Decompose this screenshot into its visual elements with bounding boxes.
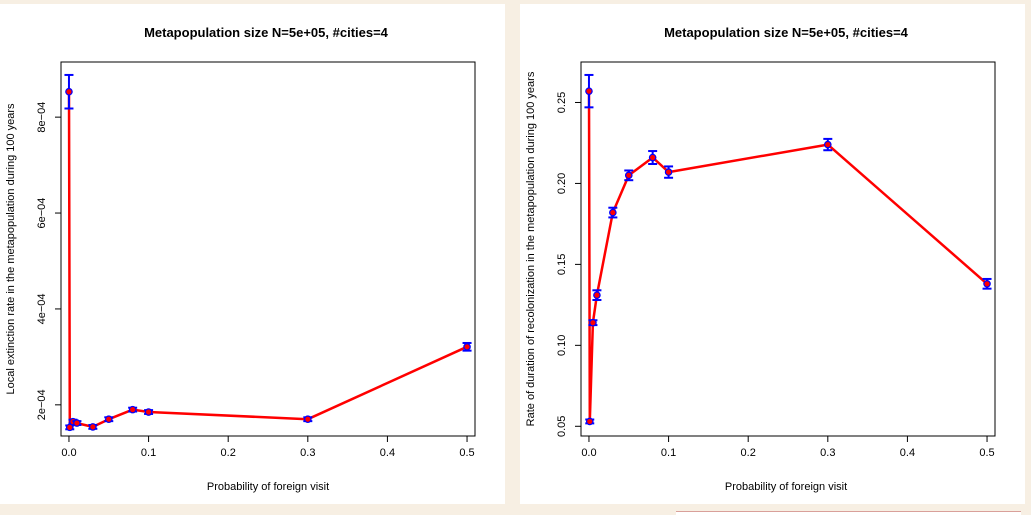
y-tick-label: 0.25 <box>556 92 568 113</box>
x-axis-label: Probability of foreign visit <box>207 481 329 493</box>
x-tick-label: 0.4 <box>380 447 395 459</box>
y-tick-label: 4e−04 <box>36 293 48 324</box>
data-point <box>73 419 81 427</box>
y-tick-label: 2e−04 <box>36 389 48 420</box>
data-point <box>128 405 137 414</box>
x-tick-label: 0.1 <box>661 447 676 459</box>
x-tick-label: 0.5 <box>459 447 474 459</box>
x-tick-label: 0.3 <box>820 447 835 459</box>
data-point <box>463 343 471 351</box>
data-point <box>104 415 113 424</box>
data-point <box>585 417 594 426</box>
chart-panel-right: Metapopulation size N=5e+05, #cities=4 P… <box>520 4 1025 504</box>
data-point <box>585 87 593 95</box>
y-axis-label: Rate of duration of recolonization in th… <box>525 71 537 426</box>
data-point <box>983 280 991 288</box>
chart-recolonization-rate: Metapopulation size N=5e+05, #cities=4 P… <box>525 25 996 493</box>
y-tick-label: 0.15 <box>556 254 568 275</box>
x-tick-label: 0.4 <box>900 447 915 459</box>
data-point <box>609 208 617 217</box>
data-point <box>648 153 657 162</box>
data-point <box>89 423 97 431</box>
data-point <box>304 415 312 424</box>
plot-frame <box>580 61 996 437</box>
y-tick-label: 0.10 <box>556 335 568 356</box>
series-line <box>67 91 468 429</box>
x-tick-label: 0.0 <box>61 447 76 459</box>
x-tick-label: 0.1 <box>141 447 156 459</box>
x-tick-label: 0.0 <box>581 447 596 459</box>
chart-panel-left: Metapopulation size N=5e+05, #cities=4 P… <box>0 4 505 504</box>
data-point <box>593 291 601 299</box>
y-axis-label: Local extinction rate in the metapopulat… <box>5 103 17 395</box>
bottom-strip <box>676 511 1021 515</box>
data-point <box>664 168 673 176</box>
x-tick-label: 0.3 <box>300 447 315 459</box>
x-tick-label: 0.2 <box>221 447 236 459</box>
chart-extinction-rate: Metapopulation size N=5e+05, #cities=4 P… <box>5 25 476 493</box>
data-point <box>589 318 597 327</box>
chart-title: Metapopulation size N=5e+05, #cities=4 <box>664 25 909 40</box>
x-tick-label: 0.2 <box>741 447 756 459</box>
series-line <box>587 91 988 423</box>
y-tick-label: 0.20 <box>556 173 568 194</box>
x-axis-label: Probability of foreign visit <box>725 481 847 493</box>
data-point <box>624 171 633 180</box>
plot-frame <box>60 61 476 437</box>
data-point <box>824 140 832 149</box>
chart-title: Metapopulation size N=5e+05, #cities=4 <box>144 25 389 40</box>
data-point <box>144 408 153 416</box>
y-tick-label: 8e−04 <box>36 102 48 133</box>
y-tick-label: 6e−04 <box>36 198 48 229</box>
y-tick-label: 0.05 <box>556 416 568 437</box>
x-tick-label: 0.5 <box>979 447 994 459</box>
data-point <box>65 87 73 96</box>
